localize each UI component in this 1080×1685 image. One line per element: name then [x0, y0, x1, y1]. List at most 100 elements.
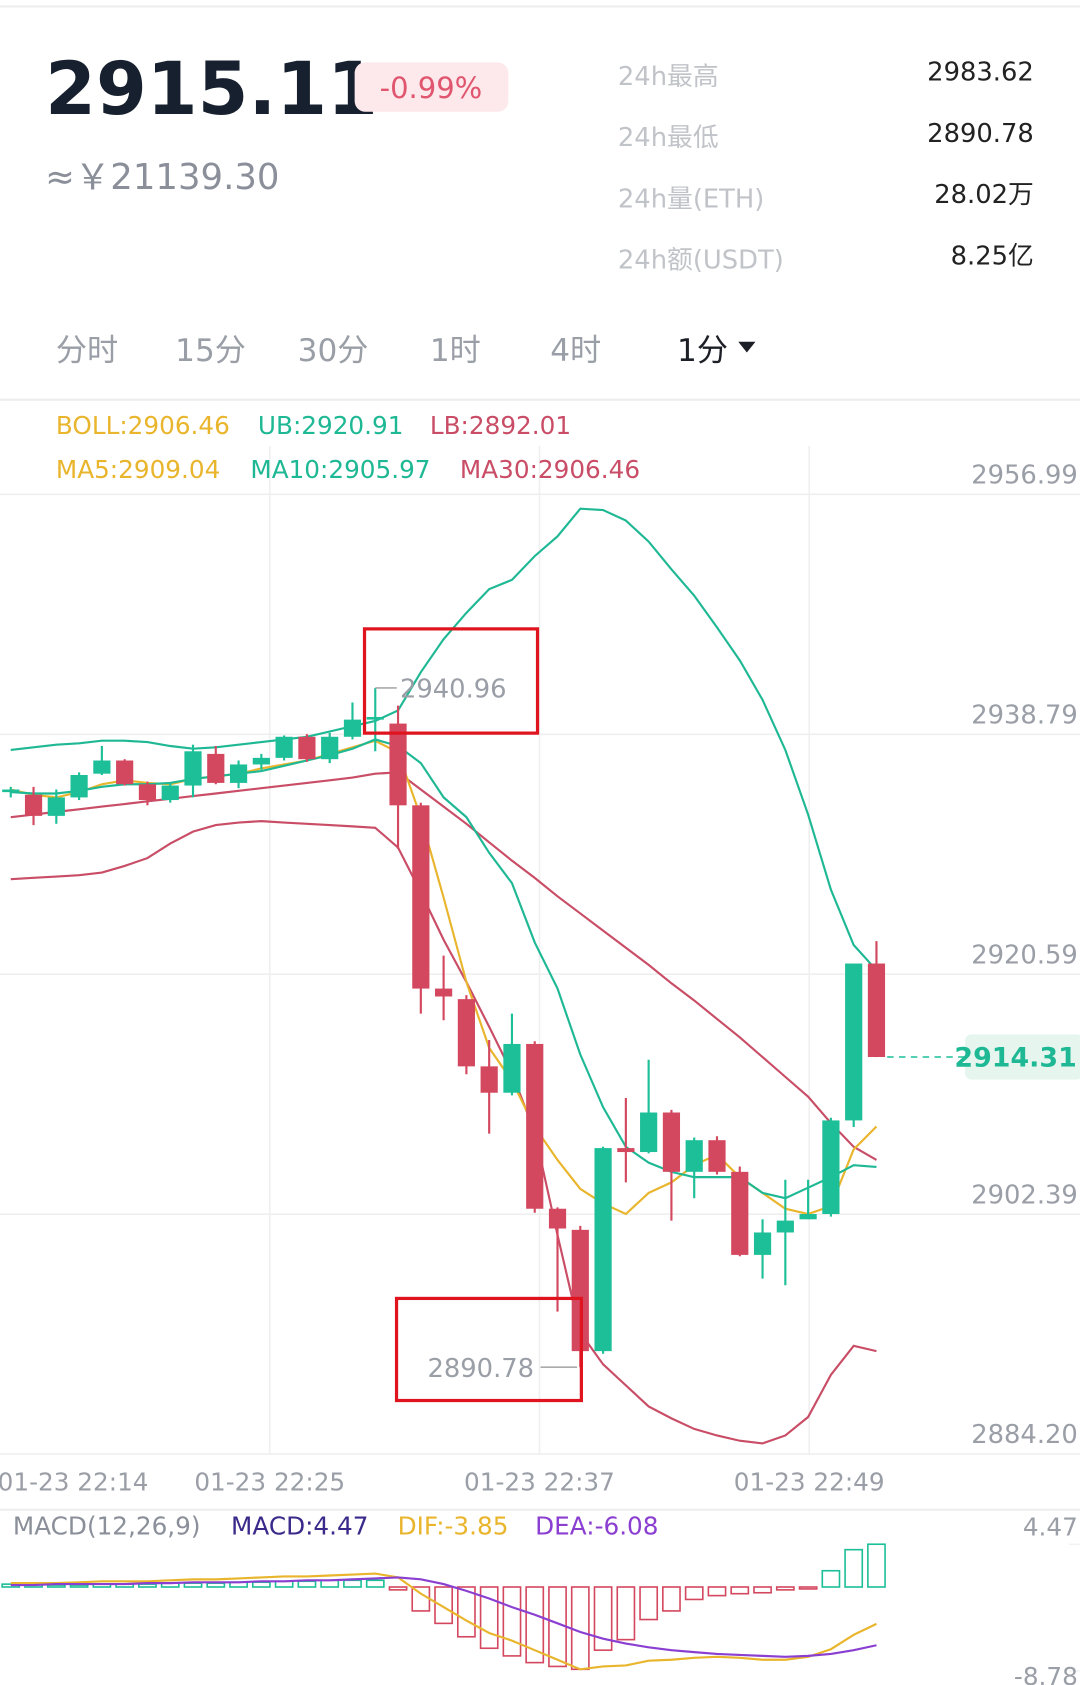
- indicator-line: [10, 507, 878, 971]
- x-tick-label: 01-23 22:49: [734, 1467, 885, 1496]
- macd-bar: [138, 1583, 157, 1588]
- macd-bar: [251, 1581, 271, 1588]
- stat-value: 8.25亿: [951, 241, 1034, 271]
- indicator-line: [10, 1576, 877, 1658]
- stat-label: 24h最低: [618, 123, 719, 153]
- macd-bar: [684, 1586, 704, 1601]
- macd-bar: [69, 1584, 89, 1588]
- candle-body: [776, 1220, 794, 1233]
- indicator-label: LB:2892.01: [430, 411, 571, 440]
- candle-body: [2, 789, 20, 793]
- y-tick-label: 2902.39: [971, 1180, 1078, 1210]
- y-tick-label: 2920.59: [971, 940, 1078, 970]
- candle-body: [138, 784, 157, 801]
- macd-bar: [867, 1543, 886, 1588]
- candle-body: [503, 1043, 521, 1093]
- macd-bar: [297, 1580, 317, 1588]
- macd-bar: [662, 1586, 681, 1612]
- macd-legend: MACD:4.47: [231, 1512, 368, 1541]
- low-label: 2890.78: [427, 1354, 534, 1384]
- candle-body: [662, 1112, 681, 1172]
- tab[interactable]: 15分: [175, 333, 246, 369]
- macd-bar: [775, 1586, 795, 1591]
- x-tick-label: 01-23 22:14: [0, 1467, 148, 1496]
- candle-body: [116, 760, 134, 785]
- candle-body: [343, 719, 362, 737]
- high-label: 2940.96: [400, 675, 507, 705]
- macd-bar: [639, 1586, 659, 1621]
- candle-body: [731, 1171, 749, 1255]
- candle-body: [685, 1140, 703, 1172]
- candle-body: [412, 805, 430, 989]
- macd-bar: [707, 1586, 727, 1597]
- macd-bar: [844, 1548, 864, 1588]
- y-tick-label: -8.78: [1014, 1662, 1078, 1685]
- tab[interactable]: 4时: [550, 333, 601, 369]
- candle-body: [252, 757, 270, 765]
- macd-legend: DIF:-3.85: [398, 1512, 509, 1541]
- candle-body: [845, 963, 863, 1121]
- indicator-label: MA10:2905.97: [250, 455, 430, 484]
- candle-body: [594, 1148, 612, 1352]
- macd-chart: MACD(12,26,9) MACD:4.47 DIF:-3.85 DEA:-6.08…: [1, 1512, 1080, 1685]
- price: 2915.11: [45, 47, 378, 132]
- macd-bar: [570, 1586, 590, 1671]
- stat-value: 2983.62: [927, 58, 1034, 88]
- tab[interactable]: 30分: [298, 333, 369, 369]
- stat-label: 24h最高: [618, 62, 719, 92]
- macd-bar: [388, 1586, 408, 1591]
- candle-chart: 2956.99 2938.79 2920.59 2902.39 2884.20 BOLL:…: [0, 411, 1080, 1496]
- y-tick-label: 2956.99: [971, 461, 1078, 491]
- candle-body: [571, 1229, 589, 1352]
- x-tick-label: 01-23 22:37: [464, 1467, 615, 1496]
- macd-title: MACD(12,26,9): [13, 1512, 201, 1541]
- tab[interactable]: 1时: [430, 333, 481, 369]
- candle-body: [640, 1112, 658, 1153]
- candle-body: [617, 1148, 635, 1153]
- indicator-label: MA5:2909.04: [56, 455, 220, 484]
- dropdown-arrow: [738, 341, 756, 353]
- last-price-label: 2914.31: [954, 1043, 1076, 1074]
- indicator-line: [10, 820, 877, 1445]
- candle-body: [366, 716, 384, 720]
- stat-value: 28.02万: [934, 180, 1034, 210]
- candle-body: [753, 1232, 772, 1255]
- candle-body: [229, 764, 248, 783]
- y-tick-label: 4.47: [1023, 1513, 1078, 1542]
- candle-body: [480, 1066, 498, 1093]
- macd-bar: [343, 1579, 362, 1588]
- change: -0.99%: [380, 71, 483, 105]
- candle-body: [457, 999, 475, 1067]
- indicator-label: MA30:2906.46: [460, 455, 640, 484]
- candle-body: [47, 797, 65, 816]
- macd-bar: [456, 1586, 476, 1638]
- tabs: 分时 15分 30分 1时 4时 1分: [56, 333, 756, 369]
- candle-body: [24, 794, 43, 816]
- candle-body: [70, 775, 88, 798]
- macd-bar: [525, 1586, 545, 1664]
- macd-bar: [730, 1586, 750, 1595]
- last-price-tag: [965, 1034, 1080, 1080]
- macd-bar: [434, 1586, 454, 1625]
- cny-price: ≈￥21139.30: [45, 157, 279, 198]
- macd-bar: [502, 1586, 522, 1657]
- y-tick-label: 2938.79: [971, 701, 1078, 731]
- candle-body: [389, 723, 407, 806]
- tab[interactable]: 1分: [677, 333, 728, 369]
- macd-bar: [479, 1586, 499, 1650]
- indicator-label: BOLL:2906.46: [56, 411, 230, 440]
- candle-body: [867, 963, 886, 1057]
- tab[interactable]: 分时: [56, 333, 118, 369]
- candle-body: [298, 736, 316, 760]
- candle-body: [708, 1140, 726, 1172]
- x-tick-label: 01-23 22:25: [194, 1467, 345, 1496]
- highlight-box: [362, 627, 540, 735]
- candle-body: [207, 753, 225, 783]
- macd-bar: [365, 1579, 385, 1588]
- stat-label: 24h额(USDT): [618, 246, 784, 276]
- indicator-line: [10, 771, 877, 1161]
- candle-body: [799, 1214, 817, 1220]
- stats: 24h最高 2983.62 24h最低 2890.78 24h量(ETH) 28.02万 2…: [618, 58, 1034, 276]
